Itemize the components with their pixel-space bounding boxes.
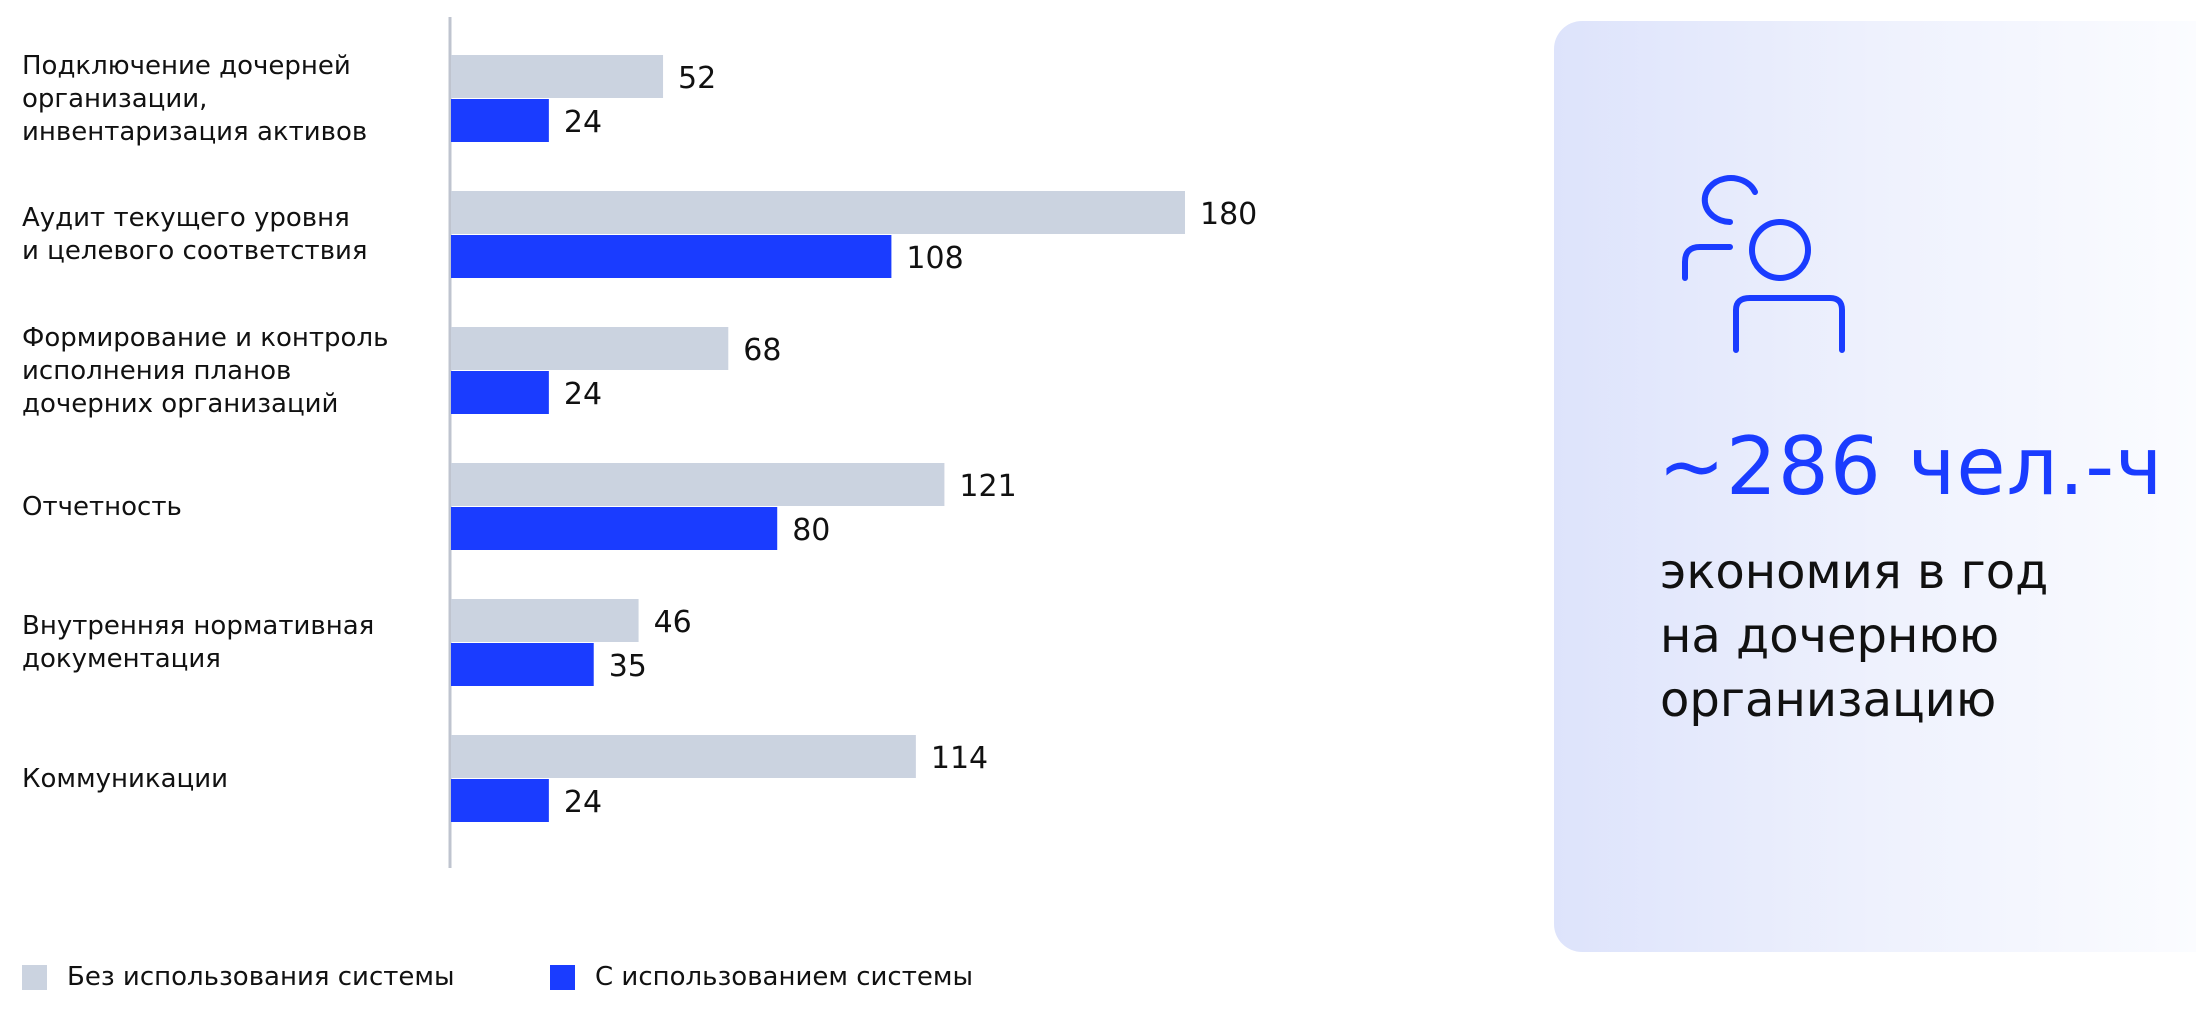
data-label: 52 <box>678 61 716 96</box>
data-label: 24 <box>564 377 602 412</box>
data-label: 80 <box>792 513 830 548</box>
legend-item-without-system: Без использования системы <box>22 962 455 992</box>
category-label: Подключение дочерней организации, инвентар… <box>22 50 442 149</box>
bar-with-system <box>451 507 778 550</box>
category-label: Коммуникации <box>22 763 442 796</box>
data-label: 180 <box>1200 197 1257 232</box>
category-label-line: Аудит текущего уровня <box>22 203 350 233</box>
bar-with-system <box>451 779 549 822</box>
category-label-line: и целевого соответствия <box>22 236 368 266</box>
category-label: Формирование и контроль исполнения планов… <box>22 322 442 421</box>
category-label-line: Подключение дочерней <box>22 50 351 81</box>
category-label-line: исполнения планов <box>22 355 292 386</box>
category-label-line: Коммуникации <box>22 763 229 794</box>
data-label: 68 <box>743 333 781 368</box>
subtext-line: экономия в год <box>1660 544 2049 600</box>
headline-subtext: экономия в год на дочернюю организацию <box>1660 540 2048 732</box>
data-label: 35 <box>609 649 647 684</box>
data-label: 114 <box>931 741 988 776</box>
data-label: 121 <box>959 469 1016 504</box>
category-label-line: дочерних организаций <box>22 388 339 419</box>
data-label: 108 <box>906 241 963 276</box>
bar-without-system <box>451 55 664 98</box>
legend-label: С использованием системы <box>595 962 973 992</box>
data-label: 46 <box>654 605 692 640</box>
bar-with-system <box>451 235 892 278</box>
bar-without-system <box>451 463 945 506</box>
category-label-line: Формирование и контроль <box>22 322 389 353</box>
bar-without-system <box>451 327 729 370</box>
category-label-line: Отчетность <box>22 491 182 522</box>
bar-without-system <box>451 735 916 778</box>
category-label-line: инвентаризация активов <box>22 116 368 147</box>
subtext-line: на дочернюю <box>1660 608 2000 664</box>
legend-label: Без использования системы <box>67 962 455 992</box>
bar-with-system <box>451 643 594 686</box>
legend-swatch-blue <box>550 964 575 990</box>
savings-card <box>1554 21 2196 952</box>
legend-swatch-gray <box>22 964 47 990</box>
subtext-line: организацию <box>1660 672 1997 728</box>
users-icon <box>1682 175 1845 353</box>
bar-without-system <box>451 191 1185 234</box>
data-label: 24 <box>564 785 602 820</box>
headline-value: ~286 чел.-ч <box>1658 420 2164 513</box>
legend-item-with-system: С использованием системы <box>550 962 973 992</box>
data-label: 24 <box>564 105 602 140</box>
category-label: Аудит текущего уровня и целевого соответс… <box>22 202 442 268</box>
bar-with-system <box>451 99 549 142</box>
category-label-line: документация <box>22 644 221 674</box>
category-label-line: Внутренняя нормативная <box>22 611 375 641</box>
category-label-line: организации, <box>22 83 208 114</box>
category-label: Отчетность <box>22 491 442 524</box>
bar-without-system <box>451 599 639 642</box>
bar-with-system <box>451 371 549 414</box>
category-label: Внутренняя нормативная документация <box>22 610 442 676</box>
